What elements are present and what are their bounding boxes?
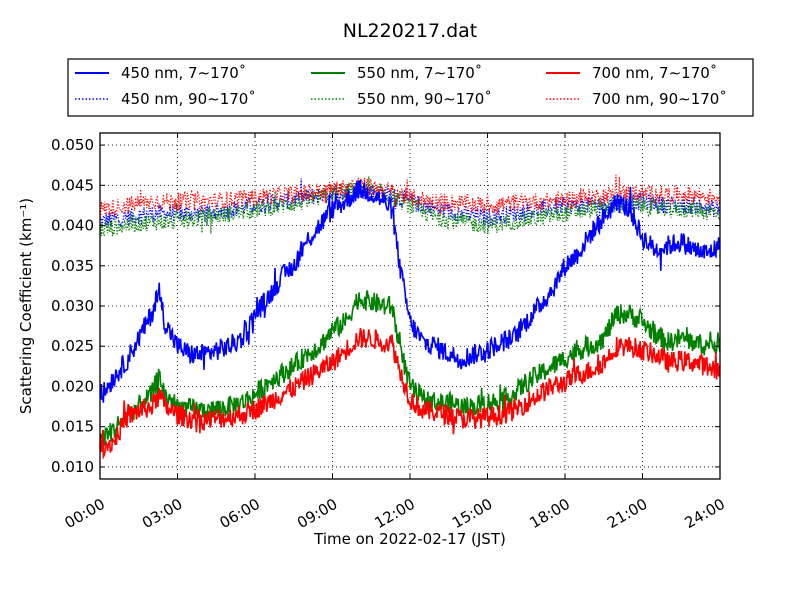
series-line-0 (99, 179, 721, 403)
legend-label: 700 nm, 7∼170˚ (592, 64, 717, 82)
series-line-4 (99, 327, 721, 460)
x-tick-label: 18:00 (527, 495, 573, 532)
y-tick-label: 0.020 (51, 377, 94, 395)
x-tick-label: 15:00 (449, 495, 495, 532)
series-line-5 (99, 174, 721, 218)
legend-label: 550 nm, 7∼170˚ (357, 64, 482, 82)
y-tick-label: 0.045 (51, 176, 94, 194)
y-axis: 0.010 0.015 0.020 0.025 0.030 0.035 0.040 0.045… (51, 136, 720, 476)
legend-label: 700 nm, 90∼170˚ (592, 90, 727, 108)
y-tick-label: 0.010 (51, 458, 94, 476)
x-tick-label: 06:00 (217, 495, 263, 532)
x-tick-label: 00:00 (62, 495, 108, 532)
x-tick-label: 21:00 (604, 495, 650, 532)
x-tick-label: 09:00 (294, 495, 340, 532)
series-line-2 (99, 290, 721, 449)
y-tick-label: 0.015 (51, 418, 94, 436)
legend-frame (67, 58, 754, 117)
y-axis-label: Scattering Coefficient (km⁻¹) (17, 198, 35, 414)
x-tick-label: 03:00 (139, 495, 185, 532)
y-tick-label: 0.050 (51, 136, 94, 154)
y-tick-label: 0.025 (51, 337, 94, 355)
legend-label: 550 nm, 90∼170˚ (357, 90, 492, 108)
y-tick-label: 0.030 (51, 297, 94, 315)
chart-title: NL220217.dat (343, 20, 478, 42)
series-layer (99, 174, 721, 460)
y-tick-label: 0.035 (51, 257, 94, 275)
x-tick-label: 24:00 (682, 495, 728, 532)
legend: 450 nm, 7∼170˚ 550 nm, 7∼170˚ 700 nm, 7∼17… (67, 58, 754, 117)
legend-label: 450 nm, 90∼170˚ (121, 90, 256, 108)
x-tick-label: 12:00 (372, 495, 418, 532)
grid (100, 133, 720, 479)
legend-label: 450 nm, 7∼170˚ (121, 64, 246, 82)
x-axis-label: Time on 2022-02-17 (JST) (313, 530, 506, 548)
y-tick-label: 0.040 (51, 217, 94, 235)
plot-area: 00:00 03:00 06:00 09:00 12:00 15:00 18:00 21:00… (51, 132, 728, 532)
